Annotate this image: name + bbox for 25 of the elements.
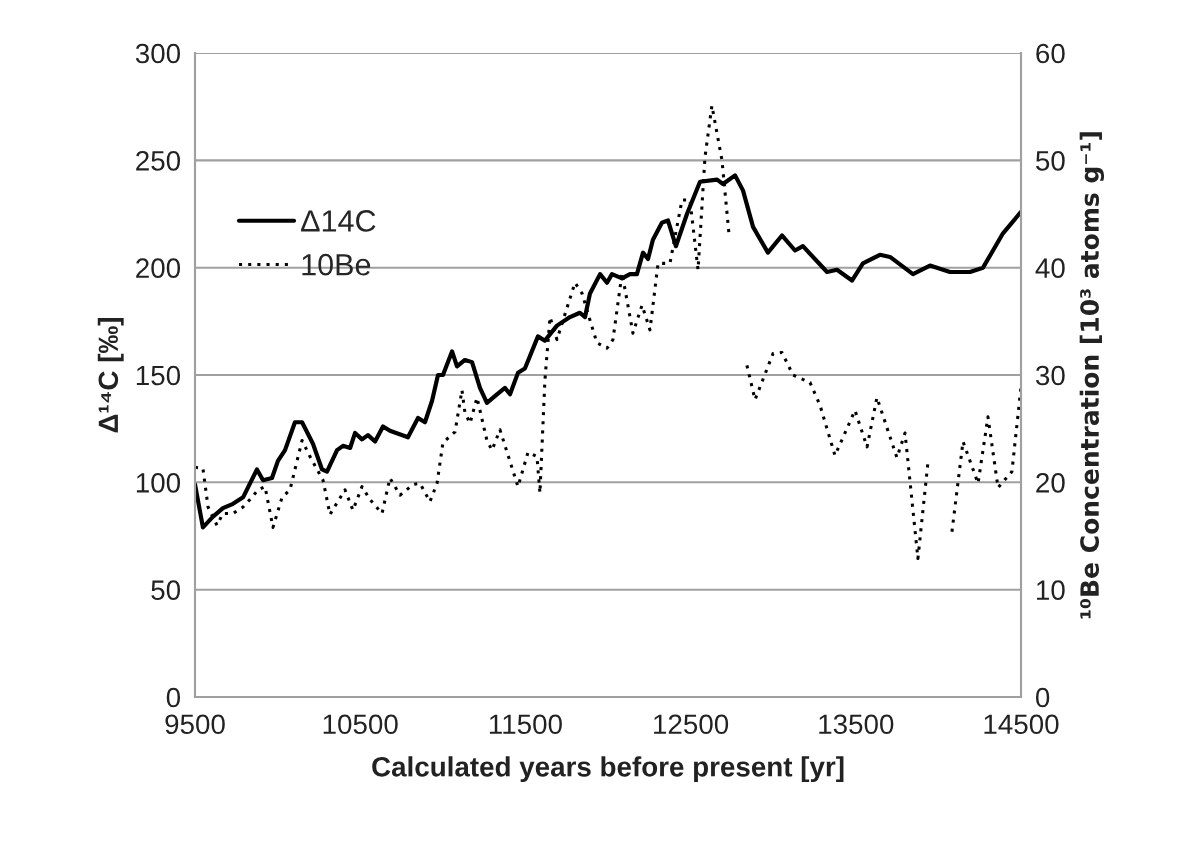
y-tick-label: 100 — [136, 473, 181, 493]
y2-tick-label: 0 — [1035, 687, 1050, 708]
y2-tick-label: 30 — [1035, 365, 1065, 386]
x-tick-label: 14500 — [984, 714, 1059, 735]
x-tick-label: 11500 — [489, 714, 562, 735]
x-axis-title: Calculated years before present [yr] — [372, 756, 844, 783]
y-axis-title: Δ¹⁴C [‰] — [97, 318, 124, 433]
y2-tick-label: 40 — [1035, 258, 1065, 279]
x-tick-label: 10500 — [323, 714, 398, 735]
y-tick-label: 0 — [166, 687, 181, 708]
y-tick-label: 50 — [151, 580, 181, 601]
y2-tick-label: 10 — [1037, 580, 1065, 601]
legend-label: Δ14C — [301, 210, 376, 232]
x-tick-label: 13500 — [819, 714, 894, 735]
y-tick-label: 300 — [135, 43, 181, 64]
x-tick-label: 12500 — [654, 714, 729, 735]
x-tick-label: 9500 — [165, 714, 225, 735]
y-tick-label: 200 — [136, 258, 181, 279]
y2-tick-label: 60 — [1036, 43, 1065, 64]
y-tick-label: 250 — [136, 151, 181, 171]
y-tick-label: 150 — [136, 365, 181, 386]
y2-tick-label: 50 — [1036, 151, 1065, 171]
y2-tick-label: 20 — [1036, 473, 1065, 493]
legend-label: 10Be — [302, 253, 371, 276]
y2-axis-title: ¹⁰Be Concentration [10³ atoms g⁻¹] — [1079, 132, 1105, 619]
